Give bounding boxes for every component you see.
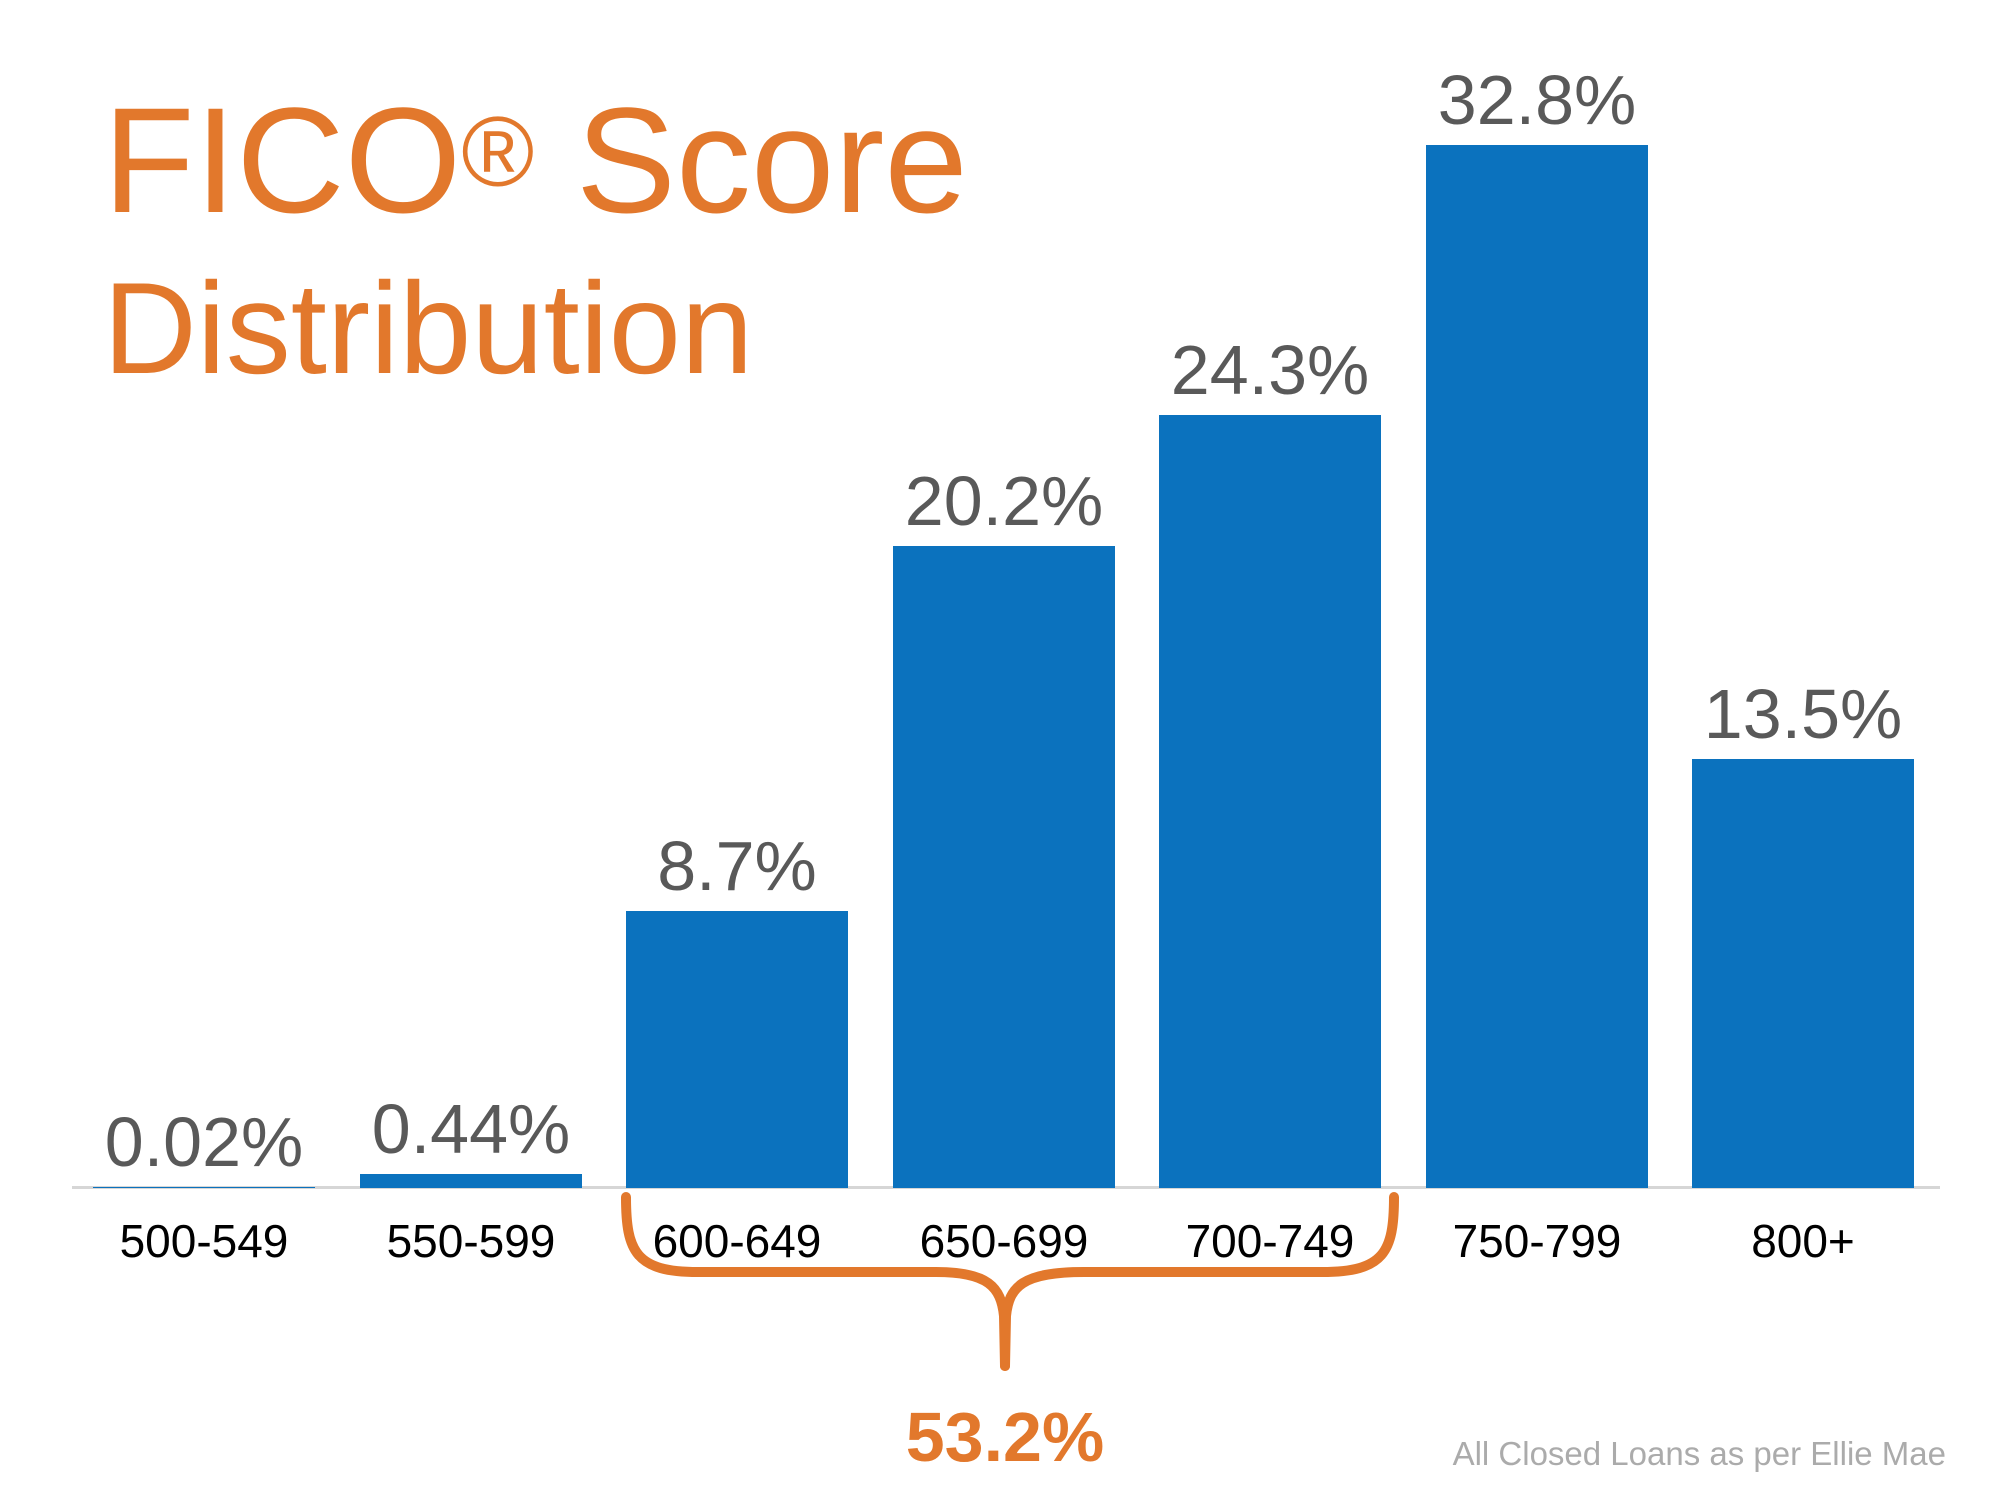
bar-value-label: 0.44% bbox=[371, 1090, 571, 1168]
axis-label: 800+ bbox=[1751, 1215, 1855, 1267]
axis-label: 600-649 bbox=[652, 1215, 822, 1267]
bar bbox=[1159, 415, 1381, 1188]
axis-label: 550-599 bbox=[386, 1215, 556, 1267]
title-brand: FICO bbox=[103, 76, 462, 244]
axis-label: 650-699 bbox=[919, 1215, 1089, 1267]
bar bbox=[1426, 145, 1648, 1188]
bar-value-label: 13.5% bbox=[1703, 675, 1903, 753]
bar bbox=[893, 546, 1115, 1188]
source-footnote: All Closed Loans as per Ellie Mae bbox=[1452, 1435, 1946, 1472]
axis-label: 500-549 bbox=[119, 1215, 289, 1267]
bar-value-label: 32.8% bbox=[1437, 61, 1637, 139]
title-rest: Score bbox=[534, 76, 968, 244]
bar-value-label: 8.7% bbox=[657, 827, 817, 905]
bar bbox=[1692, 759, 1914, 1188]
bar bbox=[626, 911, 848, 1188]
bar-value-label: 20.2% bbox=[904, 462, 1104, 540]
axis-label: 700-749 bbox=[1185, 1215, 1355, 1267]
bar-value-label: 24.3% bbox=[1170, 331, 1370, 409]
registered-trademark-symbol: ® bbox=[461, 95, 535, 207]
chart-title-line2: Distribution bbox=[103, 255, 754, 401]
bar bbox=[93, 1187, 315, 1188]
chart-title-line1: FICO® Score bbox=[103, 85, 968, 235]
bracket-sum-label: 53.2% bbox=[905, 1398, 1105, 1476]
bar-value-label: 0.02% bbox=[104, 1103, 304, 1181]
bar bbox=[360, 1174, 582, 1188]
axis-label: 750-799 bbox=[1452, 1215, 1622, 1267]
